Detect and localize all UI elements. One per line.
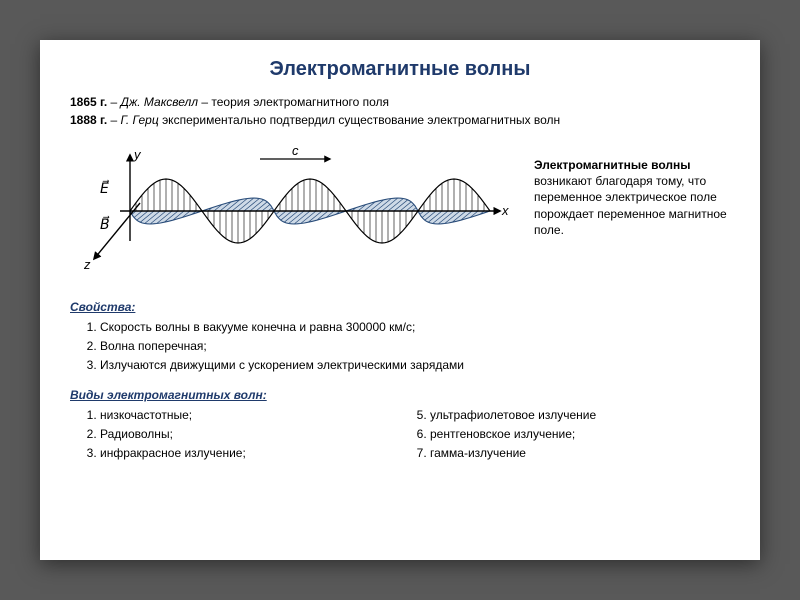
types-list-right: ультрафиолетовое излучение рентгеновское… — [400, 408, 730, 465]
axis-z-label: z — [83, 257, 91, 272]
list-item: ультрафиолетовое излучение — [430, 408, 730, 422]
definition-text: Электромагнитные волны возникают благода… — [530, 141, 730, 286]
c-label: c — [292, 143, 299, 158]
diagram-row: c x y z E⃗ B⃗ Электромагнитные волны воз… — [70, 141, 730, 286]
types-heading: Виды электромагнитных волн: — [70, 388, 730, 402]
history-line-2: 1888 г. – Г. Герц экспериментально подтв… — [70, 113, 730, 127]
list-item: Радиоволны; — [100, 427, 400, 441]
definition-lead: Электромагнитные волны — [534, 158, 691, 172]
document-page: Электромагнитные волны 1865 г. – Дж. Мак… — [40, 40, 760, 560]
definition-body: возникают благодаря тому, что переменное… — [534, 174, 727, 237]
list-item: низкочастотные; — [100, 408, 400, 422]
history-text: экспериментально подтвердил существовани… — [162, 113, 560, 127]
history-year: 1888 г. — [70, 113, 107, 127]
list-item: рентгеновское излучение; — [430, 427, 730, 441]
wave-diagram: c x y z E⃗ B⃗ — [70, 141, 530, 286]
history-name: Г. Герц — [121, 113, 159, 127]
properties-list: Скорость волны в вакууме конечна и равна… — [70, 320, 730, 372]
list-item: Волна поперечная; — [100, 339, 730, 353]
history-text: теория электромагнитного поля — [211, 95, 389, 109]
list-item: Скорость волны в вакууме конечна и равна… — [100, 320, 730, 334]
history-line-1: 1865 г. – Дж. Максвелл – теория электром… — [70, 95, 730, 109]
e-vector-label: E⃗ — [100, 179, 109, 196]
properties-heading: Свойства: — [70, 300, 730, 314]
list-item: гамма-излучение — [430, 446, 730, 460]
page-title: Электромагнитные волны — [70, 58, 730, 81]
history-name: Дж. Максвелл — [121, 95, 199, 109]
wave-svg: c x y z E⃗ B⃗ — [70, 141, 520, 281]
types-columns: низкочастотные; Радиоволны; инфракрасное… — [70, 408, 730, 465]
history-year: 1865 г. — [70, 95, 107, 109]
list-item: инфракрасное излучение; — [100, 446, 400, 460]
axis-x-label: x — [501, 203, 509, 218]
axis-y-label: y — [133, 147, 142, 162]
b-vector-label: B⃗ — [100, 215, 110, 232]
types-list-left: низкочастотные; Радиоволны; инфракрасное… — [70, 408, 400, 465]
list-item: Излучаются движущими с ускорением электр… — [100, 358, 730, 372]
